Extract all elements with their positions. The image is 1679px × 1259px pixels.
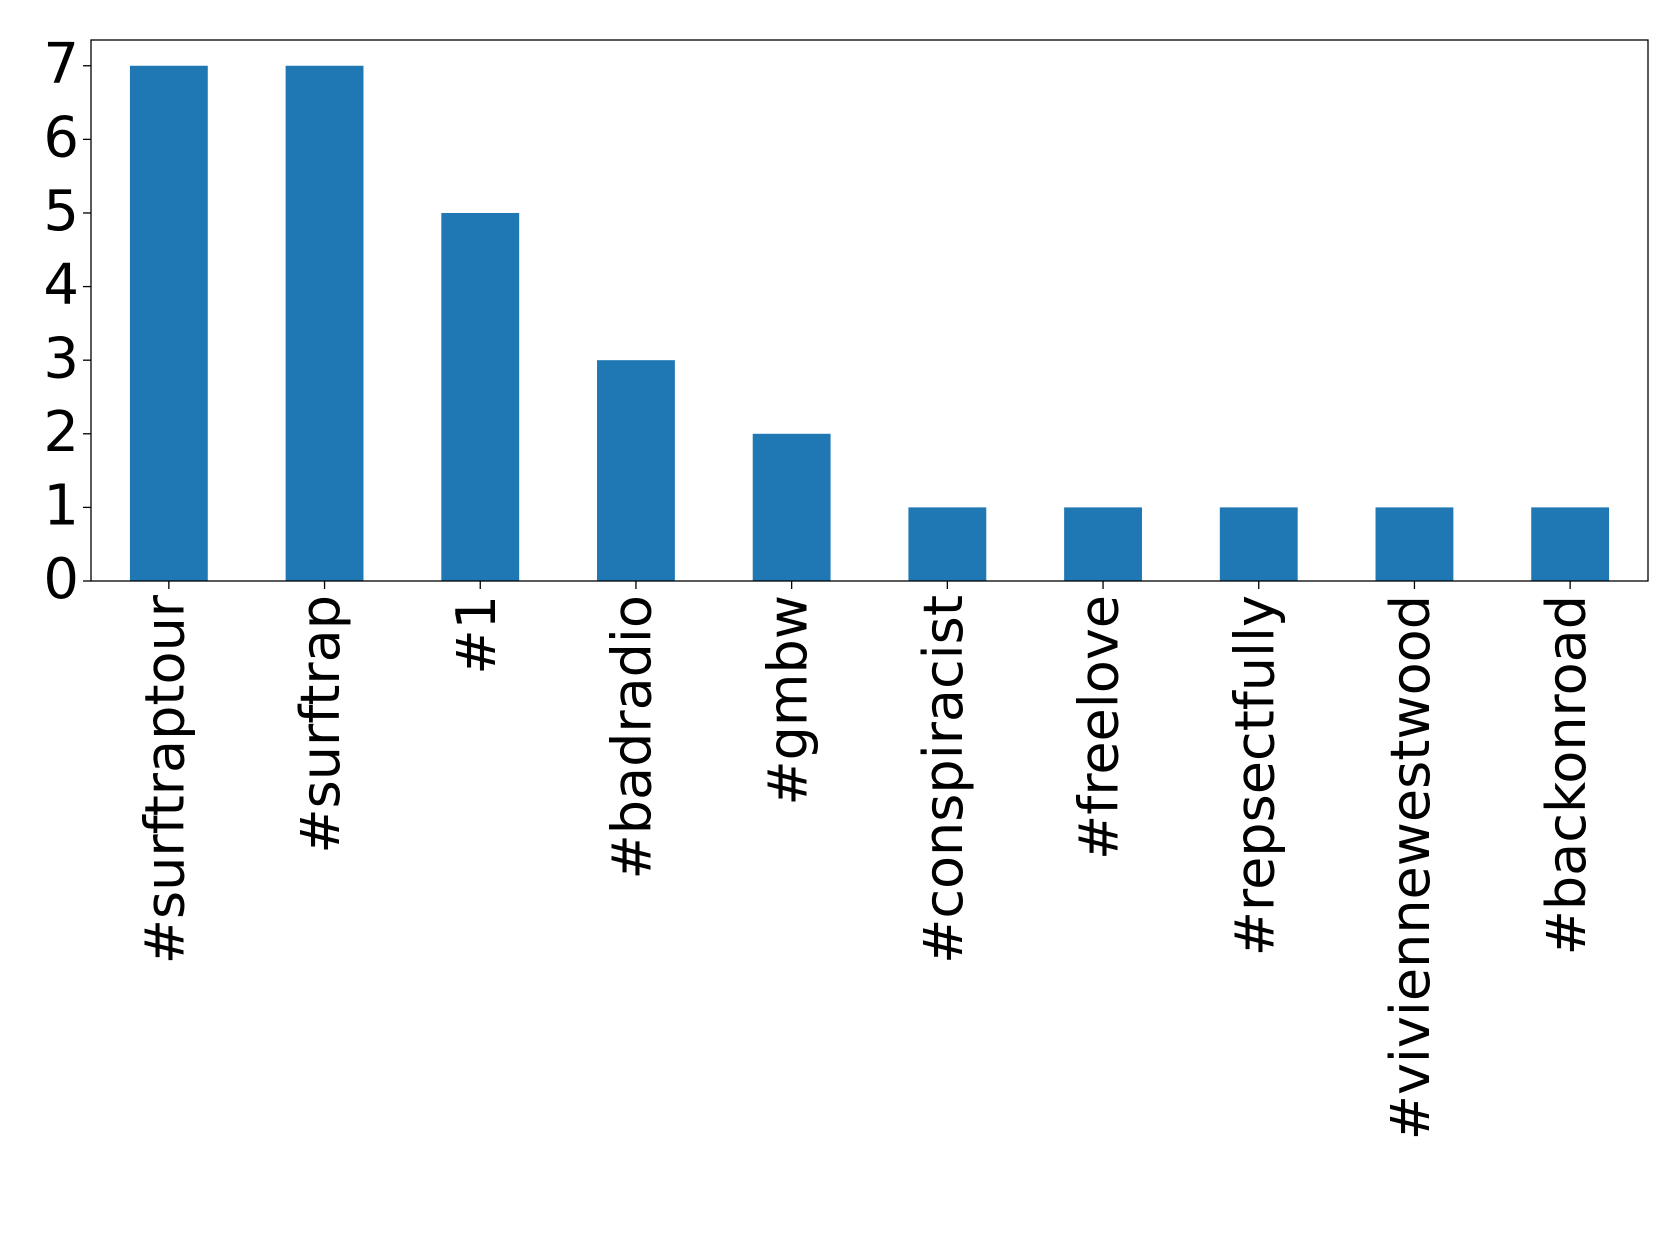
x-tick-label: #freelove xyxy=(1068,595,1131,860)
x-tick-label: #backonroad xyxy=(1535,595,1598,955)
bar xyxy=(129,65,208,581)
y-tick-label: 1 xyxy=(43,474,79,539)
y-tick-label: 4 xyxy=(43,253,79,318)
bar xyxy=(441,212,520,582)
x-tick-label: #surftrap xyxy=(289,595,352,854)
y-tick-label: 2 xyxy=(43,400,79,465)
x-tick-label: #gmbw xyxy=(756,595,819,806)
bar xyxy=(597,360,675,581)
y-tick-label: 3 xyxy=(43,326,79,391)
bar xyxy=(1375,507,1454,581)
bar xyxy=(1531,507,1610,581)
bar xyxy=(1064,507,1142,581)
bar xyxy=(752,433,831,581)
x-tick-label: #repsectfully xyxy=(1223,595,1286,956)
bar xyxy=(908,507,987,581)
y-tick-label: 7 xyxy=(43,32,79,97)
x-tick-label: #badradio xyxy=(601,595,664,880)
bar xyxy=(285,65,364,581)
plot-area xyxy=(129,65,1610,582)
x-tick-label: #1 xyxy=(445,595,508,675)
y-tick-label: 6 xyxy=(43,106,79,171)
x-tick-label: #viviennewestwood xyxy=(1379,595,1442,1140)
x-tick-label: #conspiracist xyxy=(912,595,975,964)
axes-frame xyxy=(90,39,1649,582)
x-tick-label: #surftraptour xyxy=(133,594,196,964)
y-tick-label: 5 xyxy=(43,179,79,244)
y-tick-label: 0 xyxy=(43,547,79,612)
bar xyxy=(1219,507,1298,581)
